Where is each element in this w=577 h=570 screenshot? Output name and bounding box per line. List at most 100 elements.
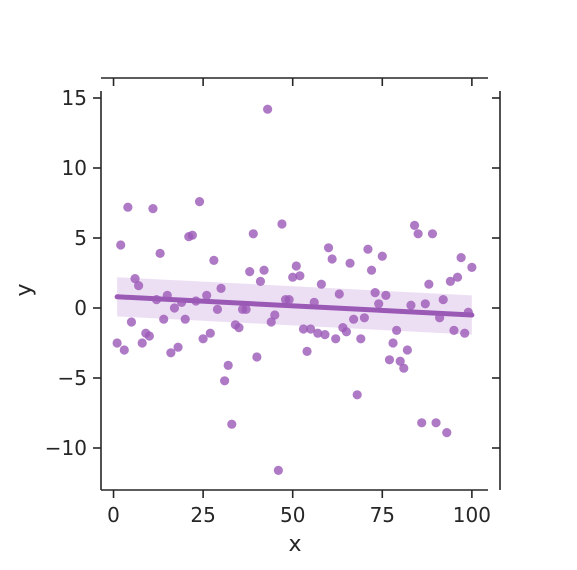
data-point	[194, 197, 205, 207]
data-point	[198, 334, 208, 344]
data-point	[417, 418, 427, 428]
data-point	[306, 324, 316, 334]
data-point	[255, 276, 266, 286]
data-point	[399, 363, 409, 373]
main-plot-area	[112, 104, 477, 475]
x-tick-label: 100	[453, 503, 491, 527]
data-point	[381, 290, 391, 300]
data-point	[270, 310, 280, 320]
data-point	[259, 265, 269, 275]
data-points	[112, 104, 477, 475]
data-point	[266, 317, 276, 327]
data-point	[438, 295, 448, 305]
data-point	[234, 323, 244, 333]
y-tick-label: 5	[74, 226, 87, 250]
data-point	[442, 428, 452, 438]
data-point	[273, 465, 283, 475]
right-marginal-ticks	[492, 97, 500, 449]
data-point	[295, 271, 305, 281]
data-point	[356, 334, 366, 344]
data-point	[169, 303, 180, 313]
data-point	[263, 104, 273, 114]
data-point	[241, 304, 251, 314]
data-point	[248, 229, 258, 239]
data-point	[119, 345, 129, 355]
data-point	[427, 229, 438, 239]
data-point	[298, 324, 309, 334]
data-point	[370, 288, 380, 298]
y-tick-label: 10	[62, 156, 87, 180]
data-point	[187, 230, 197, 240]
data-point	[449, 325, 459, 335]
data-point	[363, 244, 373, 254]
data-point	[352, 390, 362, 400]
data-point	[216, 283, 226, 293]
data-point	[341, 327, 352, 337]
data-point	[245, 267, 255, 277]
data-point	[134, 281, 144, 291]
data-point	[166, 348, 176, 358]
data-point	[406, 300, 416, 310]
top-marginal-axis	[101, 77, 488, 86]
data-point	[302, 346, 312, 356]
data-point	[288, 272, 298, 282]
data-point	[126, 317, 137, 327]
data-point	[327, 254, 337, 264]
data-point	[420, 299, 430, 309]
data-point	[320, 330, 330, 340]
y-axis-title: y	[12, 283, 37, 296]
y-tick-label: 15	[62, 86, 87, 110]
x-tick-label: 25	[190, 503, 215, 527]
data-point	[227, 419, 237, 429]
data-point	[220, 376, 230, 386]
data-point	[467, 262, 477, 272]
data-point	[316, 279, 326, 289]
data-point	[334, 289, 344, 299]
y-axis-ticks: −10 −5 0 5 10 15	[45, 86, 101, 460]
data-point	[323, 243, 334, 253]
data-point	[366, 265, 377, 275]
data-point	[291, 261, 301, 271]
data-point	[313, 328, 323, 338]
x-tick-label: 75	[370, 503, 395, 527]
data-point	[374, 299, 384, 309]
data-point	[395, 356, 405, 366]
data-point	[349, 314, 359, 324]
data-point	[402, 345, 412, 355]
top-marginal-ticks	[112, 78, 473, 86]
data-point	[212, 304, 223, 314]
data-point	[137, 338, 147, 348]
data-point	[331, 334, 341, 344]
y-tick-label: 0	[74, 296, 87, 320]
data-point	[388, 338, 398, 348]
data-point	[445, 276, 455, 286]
data-point	[359, 313, 369, 323]
data-point	[159, 314, 169, 324]
data-point	[123, 202, 133, 212]
data-point	[456, 253, 466, 263]
data-point	[130, 274, 140, 284]
data-point	[180, 314, 190, 324]
regression-line	[114, 294, 475, 318]
x-tick-label: 0	[107, 503, 120, 527]
data-point	[144, 331, 154, 341]
data-point	[173, 342, 183, 352]
data-point	[431, 418, 441, 428]
data-point	[155, 248, 165, 258]
data-point	[277, 219, 287, 229]
data-point	[384, 355, 395, 365]
x-axis-ticks: 0 25 50 75 100	[107, 490, 491, 527]
data-point	[424, 279, 434, 289]
data-point	[252, 352, 262, 362]
data-point	[452, 272, 463, 282]
data-point	[209, 255, 219, 265]
data-point	[148, 204, 158, 214]
data-point	[460, 328, 470, 338]
x-tick-label: 50	[280, 503, 305, 527]
data-point	[202, 290, 212, 300]
data-point	[223, 360, 233, 370]
data-point	[205, 328, 215, 338]
data-point	[345, 258, 355, 268]
right-marginal-axis	[492, 91, 501, 490]
data-point	[409, 220, 420, 230]
